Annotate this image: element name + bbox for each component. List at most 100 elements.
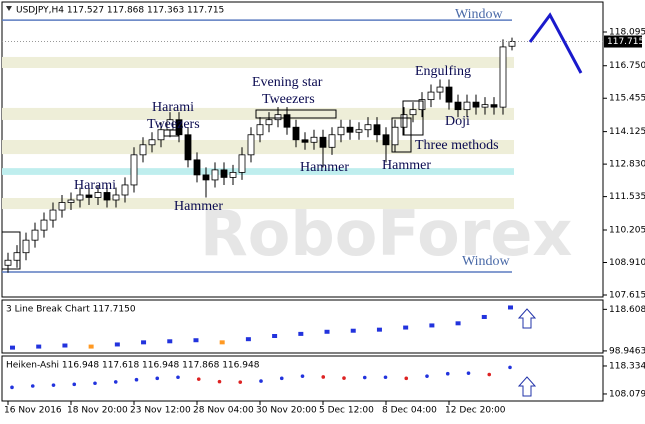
ha-dot <box>259 379 263 383</box>
candle-body <box>418 99 426 111</box>
annotation: Tweezers <box>147 117 200 132</box>
pattern-box <box>163 129 179 137</box>
annotation: Engulfing <box>415 64 471 79</box>
candle-body <box>13 252 21 261</box>
pattern-box <box>1 231 21 270</box>
candle-body <box>391 126 399 146</box>
candle-body <box>85 194 93 198</box>
panel-title: Heiken-Ashi 116.948 117.618 116.948 117.… <box>6 361 260 371</box>
annotation: Hammer <box>382 158 431 173</box>
x-tick-label: 18 Nov 20:00 <box>67 406 128 416</box>
zone <box>2 56 514 68</box>
candle-body <box>355 129 363 133</box>
y-tick-label: 110.205 <box>609 225 645 235</box>
brick <box>167 339 173 344</box>
x-tick-label: 30 Nov 20:00 <box>256 406 317 416</box>
candle-body <box>463 101 471 111</box>
candle-body <box>436 86 444 93</box>
y-tick-label: 98.9463 <box>609 346 645 356</box>
annotation: Tweezers <box>262 92 315 107</box>
candle-body <box>283 114 291 128</box>
panel-title: 3 Line Break Chart 117.7150 <box>6 305 136 315</box>
candle-body <box>22 239 30 254</box>
y-tick-label: 107.615 <box>609 290 645 300</box>
candle-body <box>445 86 453 103</box>
candle-body <box>184 134 192 161</box>
candle-body <box>103 192 111 201</box>
ha-dot <box>342 376 346 380</box>
candle-body <box>499 46 507 108</box>
candle-body <box>364 124 372 131</box>
candle-body <box>301 139 309 143</box>
brick <box>36 344 42 349</box>
candle-body <box>202 174 210 181</box>
brick <box>219 340 225 345</box>
candle-body <box>508 41 516 47</box>
ha-dot <box>10 385 14 390</box>
candle-body <box>4 259 12 266</box>
candle-body <box>211 169 219 181</box>
brick <box>114 342 120 347</box>
candle-body <box>256 124 264 136</box>
brick <box>193 338 199 343</box>
pattern-box <box>255 109 337 119</box>
x-tick-label: 16 Nov 2016 <box>4 406 62 416</box>
ha-dot <box>72 382 77 387</box>
annotation: Window <box>462 254 511 269</box>
brick <box>245 337 251 342</box>
brick <box>429 323 435 328</box>
brick <box>10 345 15 350</box>
ha-dot <box>445 371 450 376</box>
ha-dot <box>155 376 160 381</box>
y-tick-label: 116.750 <box>609 61 645 71</box>
ha-dot <box>196 377 201 381</box>
candle-body <box>310 136 318 143</box>
candle-body <box>31 229 39 241</box>
arrow-icon <box>517 376 537 397</box>
candle-body <box>148 139 156 146</box>
candle-body <box>481 104 489 108</box>
ha-dot <box>321 375 326 379</box>
last-price-box <box>604 35 642 48</box>
candle-body <box>472 101 480 108</box>
annotation: Hammer <box>174 199 223 214</box>
ha-dot <box>93 381 97 386</box>
ha-dot <box>113 380 118 384</box>
candle-body <box>175 119 183 136</box>
zone <box>2 197 514 210</box>
ha-dot <box>51 383 56 387</box>
panel-frame <box>1 299 604 354</box>
candle-body <box>265 119 273 126</box>
ha-dot <box>238 380 243 384</box>
annotation: Harami <box>152 100 194 115</box>
candle-body <box>409 109 417 116</box>
candle-body <box>382 134 390 146</box>
ha-dot <box>134 377 139 382</box>
candle-body <box>121 184 129 196</box>
candle-body <box>373 124 381 136</box>
x-tick-label: 23 Nov 12:00 <box>130 406 191 416</box>
y-tick-label: 114.125 <box>609 127 645 137</box>
brick <box>455 321 461 326</box>
watermark: RoboForex <box>200 197 572 270</box>
brick <box>376 327 382 332</box>
panel-frame <box>1 355 604 402</box>
candle-body <box>346 126 354 133</box>
candle-body <box>193 159 201 176</box>
ha-dot <box>30 384 35 388</box>
candle-body <box>454 101 462 111</box>
arrow-icon <box>517 308 537 329</box>
candle-body <box>328 134 336 148</box>
candle-body <box>130 154 138 186</box>
brick <box>508 305 513 310</box>
pattern-box <box>402 100 424 136</box>
candle-body <box>427 91 435 101</box>
ha-dot <box>383 375 388 380</box>
ha-dot <box>466 371 471 375</box>
x-tick-label: 12 Dec 20:00 <box>445 406 506 416</box>
x-tick-label: 28 Nov 04:00 <box>193 406 254 416</box>
brick <box>324 329 330 334</box>
ha-dot <box>508 365 512 370</box>
